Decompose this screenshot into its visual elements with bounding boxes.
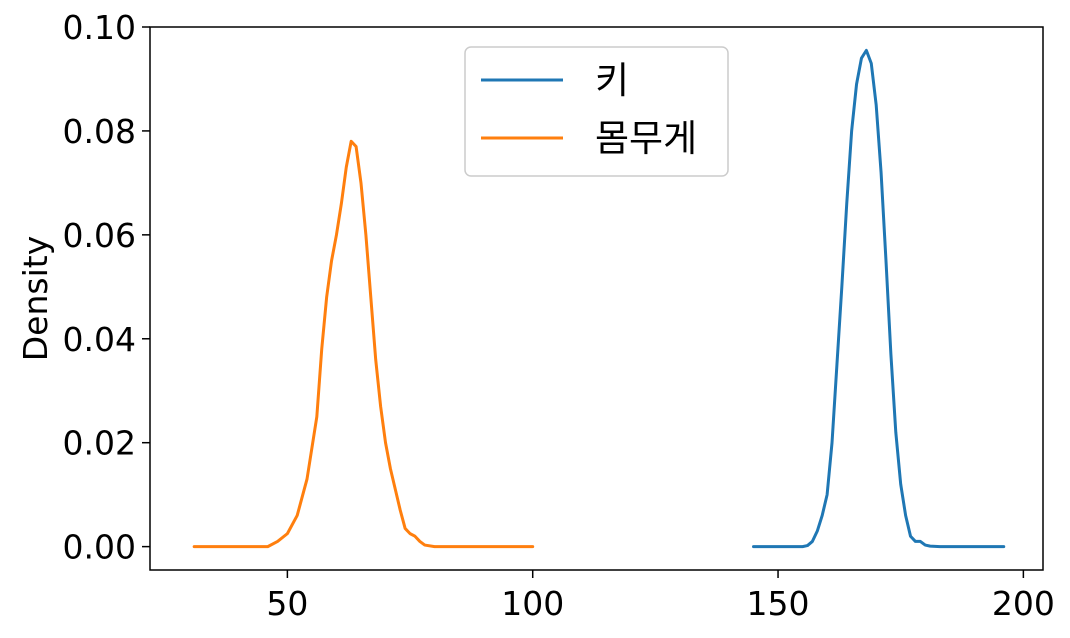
y-tick-label: 0.08 — [63, 112, 136, 151]
y-tick-label: 0.00 — [63, 528, 136, 567]
series-line-1 — [192, 139, 535, 549]
x-tick-label: 150 — [747, 584, 810, 623]
y-tick-label: 0.10 — [63, 8, 136, 47]
y-tick-label: 0.06 — [63, 216, 136, 255]
legend-label-1: 몸무게 — [595, 117, 697, 160]
x-tick-label: 50 — [266, 584, 308, 623]
x-tick-label: 200 — [992, 584, 1055, 623]
legend-label-0: 키 — [595, 59, 629, 102]
axes-frame — [149, 26, 1044, 571]
y-axis-label: Density — [16, 236, 55, 361]
x-axis: 50 100 150 200 — [266, 570, 1055, 623]
x-tick-label: 100 — [501, 584, 564, 623]
y-tick-label: 0.04 — [63, 320, 136, 359]
series-line-0 — [752, 48, 1006, 549]
plot-lines — [192, 48, 1006, 549]
y-tick-label: 0.02 — [63, 424, 136, 463]
y-axis: 0.00 0.02 0.04 0.06 0.08 0.10 — [63, 8, 150, 567]
